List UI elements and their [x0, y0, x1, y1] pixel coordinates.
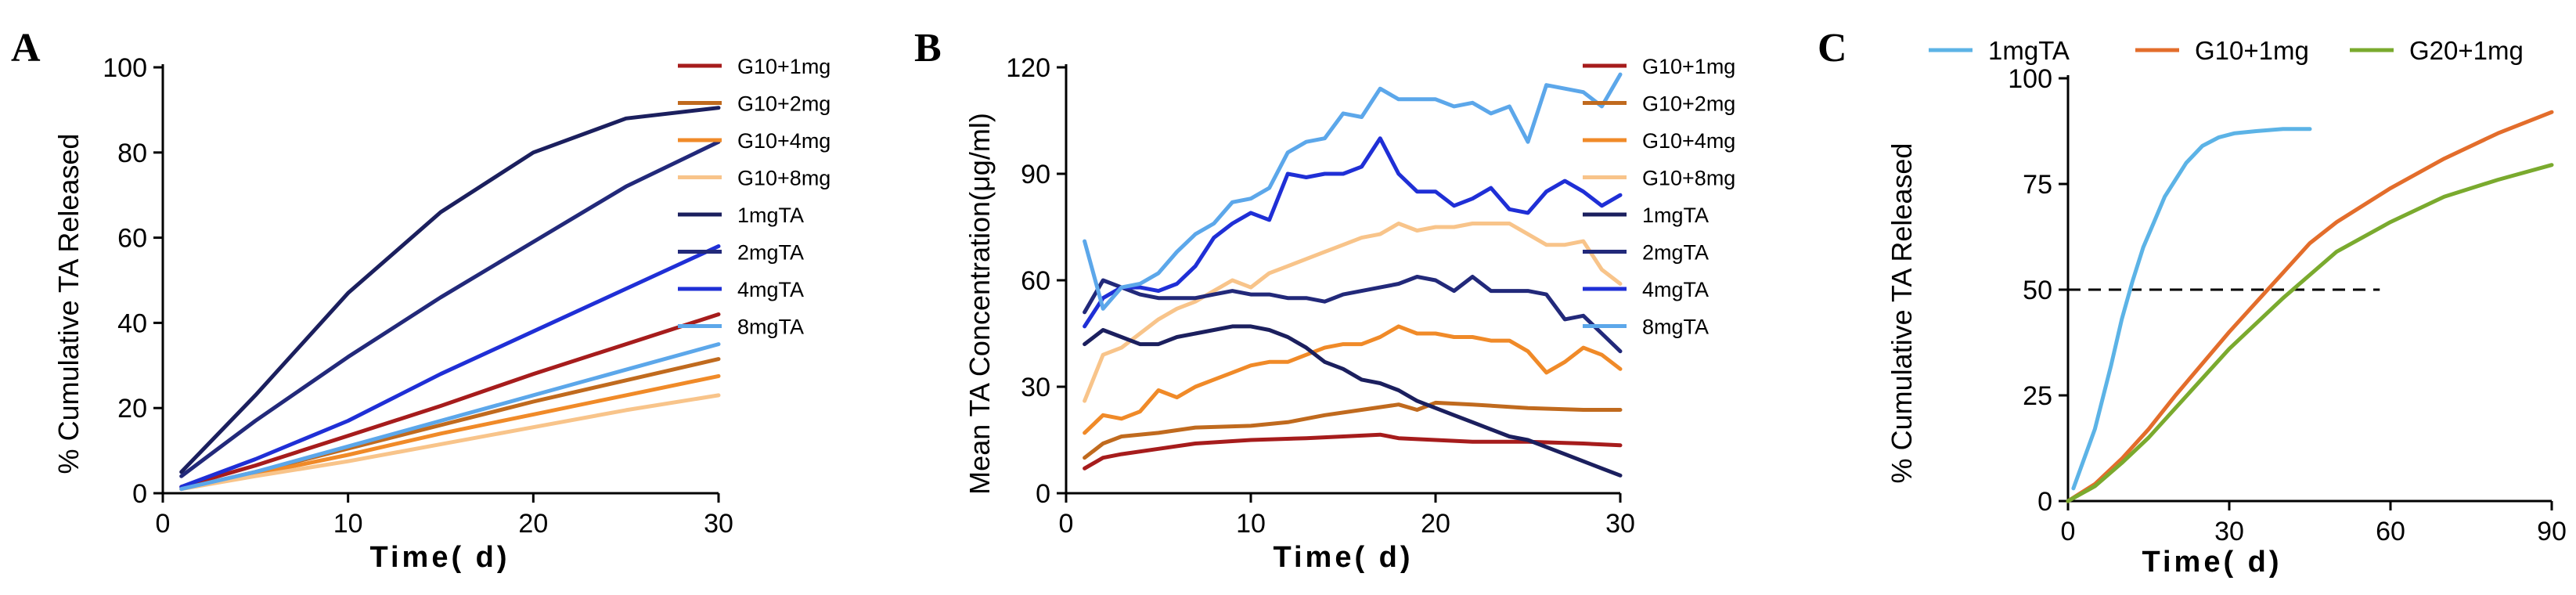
panel-a-xlabel: Time( d): [369, 541, 510, 574]
panel-b-xtick-label: 0: [1059, 509, 1074, 539]
panel-b-legend-label-4mgta: 4mgTA: [1642, 278, 1709, 301]
panel-b-series-4mgta: [1083, 136, 1623, 329]
panel-a-ytick-label: 60: [117, 224, 147, 254]
panel-a-legend-label-g10-2mg: G10+2mg: [737, 92, 830, 116]
panel-b-legend-label-8mgta: 8mgTA: [1642, 316, 1709, 339]
panel-c-xtick-label: 90: [2537, 517, 2567, 546]
panel-c-ylabel: % Cumulative TA Released: [1886, 143, 1918, 484]
panel-c-xtick-label: 0: [2061, 517, 2076, 546]
panel-a-ytick-label: 20: [117, 394, 147, 424]
panel-a-series-g10-1mg: [179, 312, 721, 489]
panel-c-series: [2066, 110, 2554, 503]
panel-a-legend-label-g10-1mg: G10+1mg: [737, 55, 830, 78]
panel-c-series-g20-1mg: [2066, 163, 2554, 503]
panel-b-legend-label-g10-2mg: G10+2mg: [1642, 92, 1735, 116]
panel-a-legend-label-g10-8mg: G10+8mg: [737, 167, 830, 190]
panel-a-legend: G10+1mg G10+2mg G10+4mg G10+8mg 1mgTA 2mgTA 4m…: [678, 55, 830, 339]
panel-a: A 0 20 40 60 80 100 0 10 20 30 % Cumulative TA Re…: [11, 26, 830, 574]
panel-c-legend-label-1mgta: 1mgTA: [1988, 36, 2070, 65]
panel-b-ylabel: Mean TA Concentration(μg/ml): [964, 113, 996, 495]
panel-b-series: [1083, 72, 1623, 478]
panel-b-series-1mgta: [1083, 324, 1623, 478]
panel-b-series-g10-8mg: [1083, 222, 1623, 403]
panel-b-axes: 0 30 60 90 120 0 10 20 30: [1006, 53, 1635, 539]
panel-b-legend: G10+1mg G10+2mg G10+4mg G10+8mg 1mgTA 2mgTA 4m…: [1583, 55, 1735, 339]
panel-b-legend-label-g10-1mg: G10+1mg: [1642, 55, 1735, 78]
panel-a-legend-label-4mgta: 4mgTA: [737, 278, 804, 301]
panel-c-legend: 1mgTA G10+1mg G20+1mg: [1929, 36, 2524, 65]
panel-a-series-g10-8mg: [179, 393, 721, 492]
panel-a-series-2mgta: [179, 139, 721, 478]
panel-a-series-1mgta: [179, 106, 721, 474]
panel-c-ytick-label: 75: [2023, 170, 2052, 200]
panel-b-legend-label-2mgta: 2mgTA: [1642, 241, 1709, 265]
panel-a-ytick-label: 0: [132, 479, 147, 509]
panel-b-series-8mgta: [1083, 72, 1623, 311]
panel-c-ytick-label: 25: [2023, 381, 2052, 411]
panel-c-ytick-label: 50: [2023, 276, 2052, 305]
panel-b-ytick-label: 90: [1021, 160, 1050, 189]
panel-a-ytick-label: 40: [117, 308, 147, 338]
panel-a-ytick-label: 100: [103, 53, 147, 83]
panel-letter-a: A: [11, 26, 41, 70]
panel-c-series-g10-1mg: [2066, 110, 2554, 503]
panel-b-series-g10-1mg: [1083, 432, 1623, 471]
panel-b-xtick-label: 30: [1605, 509, 1635, 539]
panel-a-axes: 0 20 40 60 80 100 0 10 20 30: [103, 53, 733, 539]
panel-b-ytick-label: 120: [1006, 53, 1050, 83]
panel-c-ytick-label: 100: [2008, 64, 2052, 94]
panel-c-ytick-label: 0: [2037, 487, 2052, 517]
panel-a-series-8mgta: [179, 342, 721, 492]
panel-b-ytick-label: 0: [1036, 479, 1050, 509]
panel-a-legend-label-8mgta: 8mgTA: [737, 316, 804, 339]
panel-a-legend-label-1mgta: 1mgTA: [737, 204, 804, 227]
panel-b-xtick-label: 20: [1421, 509, 1450, 539]
panel-c-xlabel: Time( d): [2142, 546, 2282, 579]
panel-b-legend-label-g10-4mg: G10+4mg: [1642, 129, 1735, 153]
panel-b-ytick-label: 60: [1021, 266, 1050, 296]
panel-b-ytick-label: 30: [1021, 373, 1050, 402]
panel-a-ytick-label: 80: [117, 139, 147, 168]
panel-a-xtick-label: 30: [704, 509, 733, 539]
panel-a-legend-label-g10-4mg: G10+4mg: [737, 129, 830, 153]
panel-c-axes: 0 25 50 75 100 0 30 60 90: [2008, 64, 2567, 546]
panel-letter-b: B: [914, 26, 942, 70]
panel-b-series-g10-4mg: [1083, 324, 1623, 435]
panel-a-series-4mgta: [179, 244, 721, 489]
panel-b-xlabel: Time( d): [1273, 541, 1413, 574]
panel-b-xtick-label: 10: [1236, 509, 1266, 539]
panel-a-xtick-label: 10: [333, 509, 363, 539]
panel-b-series-g10-2mg: [1083, 400, 1623, 460]
panel-b: B 0 30 60 90 120 0 10 20 30 Mean TA Concentratio…: [914, 26, 1735, 574]
panel-a-ylabel: % Cumulative TA Released: [52, 134, 85, 474]
panel-c-xtick-label: 60: [2376, 517, 2405, 546]
panel-a-legend-label-2mgta: 2mgTA: [737, 241, 804, 265]
panel-c-series-1mgta: [2071, 127, 2312, 491]
panel-a-xtick-label: 20: [518, 509, 548, 539]
panel-a-xtick-label: 0: [156, 509, 171, 539]
panel-a-series: [179, 106, 721, 492]
panel-a-series-g10-4mg: [179, 373, 721, 492]
panel-b-legend-label-g10-8mg: G10+8mg: [1642, 167, 1735, 190]
panel-c: C 0 25 50 75 100 0 30 60 90 % Cumulative TA Rele…: [1818, 26, 2567, 579]
panel-b-legend-label-1mgta: 1mgTA: [1642, 204, 1709, 227]
panel-b-series-2mgta: [1083, 275, 1623, 354]
panel-c-legend-label-g20-1mg: G20+1mg: [2409, 36, 2524, 65]
panel-c-xtick-label: 30: [2214, 517, 2244, 546]
panel-c-legend-label-g10-1mg: G10+1mg: [2195, 36, 2309, 65]
panel-letter-c: C: [1818, 26, 1847, 70]
